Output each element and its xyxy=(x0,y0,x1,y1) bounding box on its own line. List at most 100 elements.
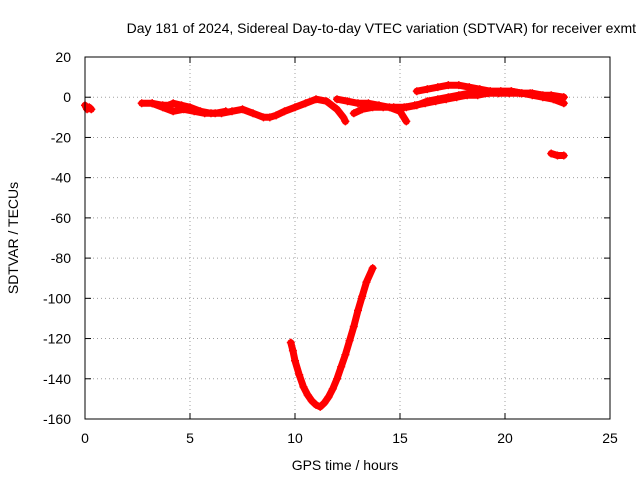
x-axis-label: GPS time / hours xyxy=(292,457,399,473)
data-point xyxy=(549,95,558,104)
data-point xyxy=(358,292,367,301)
data-point xyxy=(299,382,308,391)
data-point xyxy=(349,109,358,118)
data-point xyxy=(265,113,274,122)
data-point xyxy=(444,81,453,90)
series-track-9 xyxy=(286,264,377,411)
data-point xyxy=(547,149,556,158)
axis-ticks: 0 5 10 15 20 25 20 0 -20 -40 -60 -80 -100 -120 -140 -16… xyxy=(43,49,618,446)
data-point xyxy=(423,97,432,106)
data-point xyxy=(349,322,358,331)
y-tick-label: -160 xyxy=(43,411,71,427)
data-point xyxy=(368,103,377,112)
series-line xyxy=(402,87,568,111)
data-point xyxy=(303,390,312,399)
y-axis-label: SDTVAR / TECUs xyxy=(5,182,21,294)
y-tick-label: 0 xyxy=(63,89,71,105)
data-point xyxy=(486,87,495,96)
data-point xyxy=(200,109,209,118)
plot-frame xyxy=(84,56,611,420)
data-point xyxy=(528,91,537,100)
data-series xyxy=(81,81,568,411)
data-point xyxy=(312,95,320,104)
data-point xyxy=(354,99,362,108)
data-point xyxy=(389,103,398,112)
data-point xyxy=(249,109,257,118)
chart-title: Day 181 of 2024, Sidereal Day-to-day VTE… xyxy=(127,20,636,36)
x-tick-label: 20 xyxy=(497,430,513,446)
data-point xyxy=(341,117,350,126)
data-point xyxy=(272,111,281,120)
series-track-2 xyxy=(137,95,350,126)
data-point xyxy=(412,101,421,110)
data-point xyxy=(291,103,299,112)
data-point xyxy=(333,374,341,383)
data-point xyxy=(179,105,188,114)
y-tick-label: -140 xyxy=(43,371,71,387)
data-point xyxy=(221,107,230,116)
data-point xyxy=(312,400,320,409)
y-tick-label: -40 xyxy=(51,170,71,186)
data-point xyxy=(412,87,421,96)
data-point xyxy=(307,396,316,405)
series-track-3 xyxy=(148,99,230,118)
data-point xyxy=(517,89,526,98)
data-point xyxy=(333,95,341,104)
data-point xyxy=(339,113,348,122)
data-point xyxy=(341,350,350,359)
data-point xyxy=(301,99,310,108)
data-point xyxy=(337,362,346,371)
data-point xyxy=(559,99,568,108)
data-point xyxy=(423,85,432,94)
data-point xyxy=(158,103,167,112)
y-tick-label: -20 xyxy=(51,129,71,145)
data-point xyxy=(496,87,505,96)
data-point xyxy=(316,402,325,411)
data-point xyxy=(169,99,178,108)
y-tick-label: -120 xyxy=(43,331,71,347)
data-point xyxy=(328,384,337,393)
data-point xyxy=(538,93,547,102)
data-point xyxy=(288,346,297,355)
x-tick-label: 10 xyxy=(287,430,303,446)
data-point xyxy=(322,97,331,106)
data-point xyxy=(291,356,299,365)
data-point xyxy=(137,99,146,108)
y-tick-label: -100 xyxy=(43,290,71,306)
data-point xyxy=(345,336,354,345)
data-point xyxy=(559,151,568,160)
y-tick-label: -60 xyxy=(51,210,71,226)
y-tick-label: 20 xyxy=(55,49,71,65)
y-tick-label: -80 xyxy=(51,250,71,266)
data-point xyxy=(169,107,178,116)
data-point xyxy=(324,392,333,401)
data-point xyxy=(454,81,463,90)
data-point xyxy=(379,103,388,112)
data-point xyxy=(475,87,484,96)
data-point xyxy=(280,107,289,116)
series-track-8 xyxy=(547,149,568,160)
data-point xyxy=(444,93,453,102)
data-point xyxy=(87,105,96,114)
data-point xyxy=(286,338,295,347)
series-track-1 xyxy=(81,101,96,114)
x-tick-label: 5 xyxy=(186,430,194,446)
data-point xyxy=(362,278,371,287)
data-point xyxy=(238,105,247,114)
data-point xyxy=(465,89,474,98)
data-point xyxy=(211,109,220,118)
data-point xyxy=(507,87,516,96)
series-track-7 xyxy=(402,87,568,112)
x-tick-label: 25 xyxy=(602,430,618,446)
data-point xyxy=(433,83,442,92)
data-point xyxy=(190,107,199,116)
data-point xyxy=(320,398,329,407)
data-point xyxy=(358,105,367,114)
data-point xyxy=(295,370,304,379)
data-point xyxy=(333,105,341,114)
data-point xyxy=(148,99,157,108)
data-point xyxy=(354,306,362,315)
x-tick-label: 15 xyxy=(392,430,408,446)
